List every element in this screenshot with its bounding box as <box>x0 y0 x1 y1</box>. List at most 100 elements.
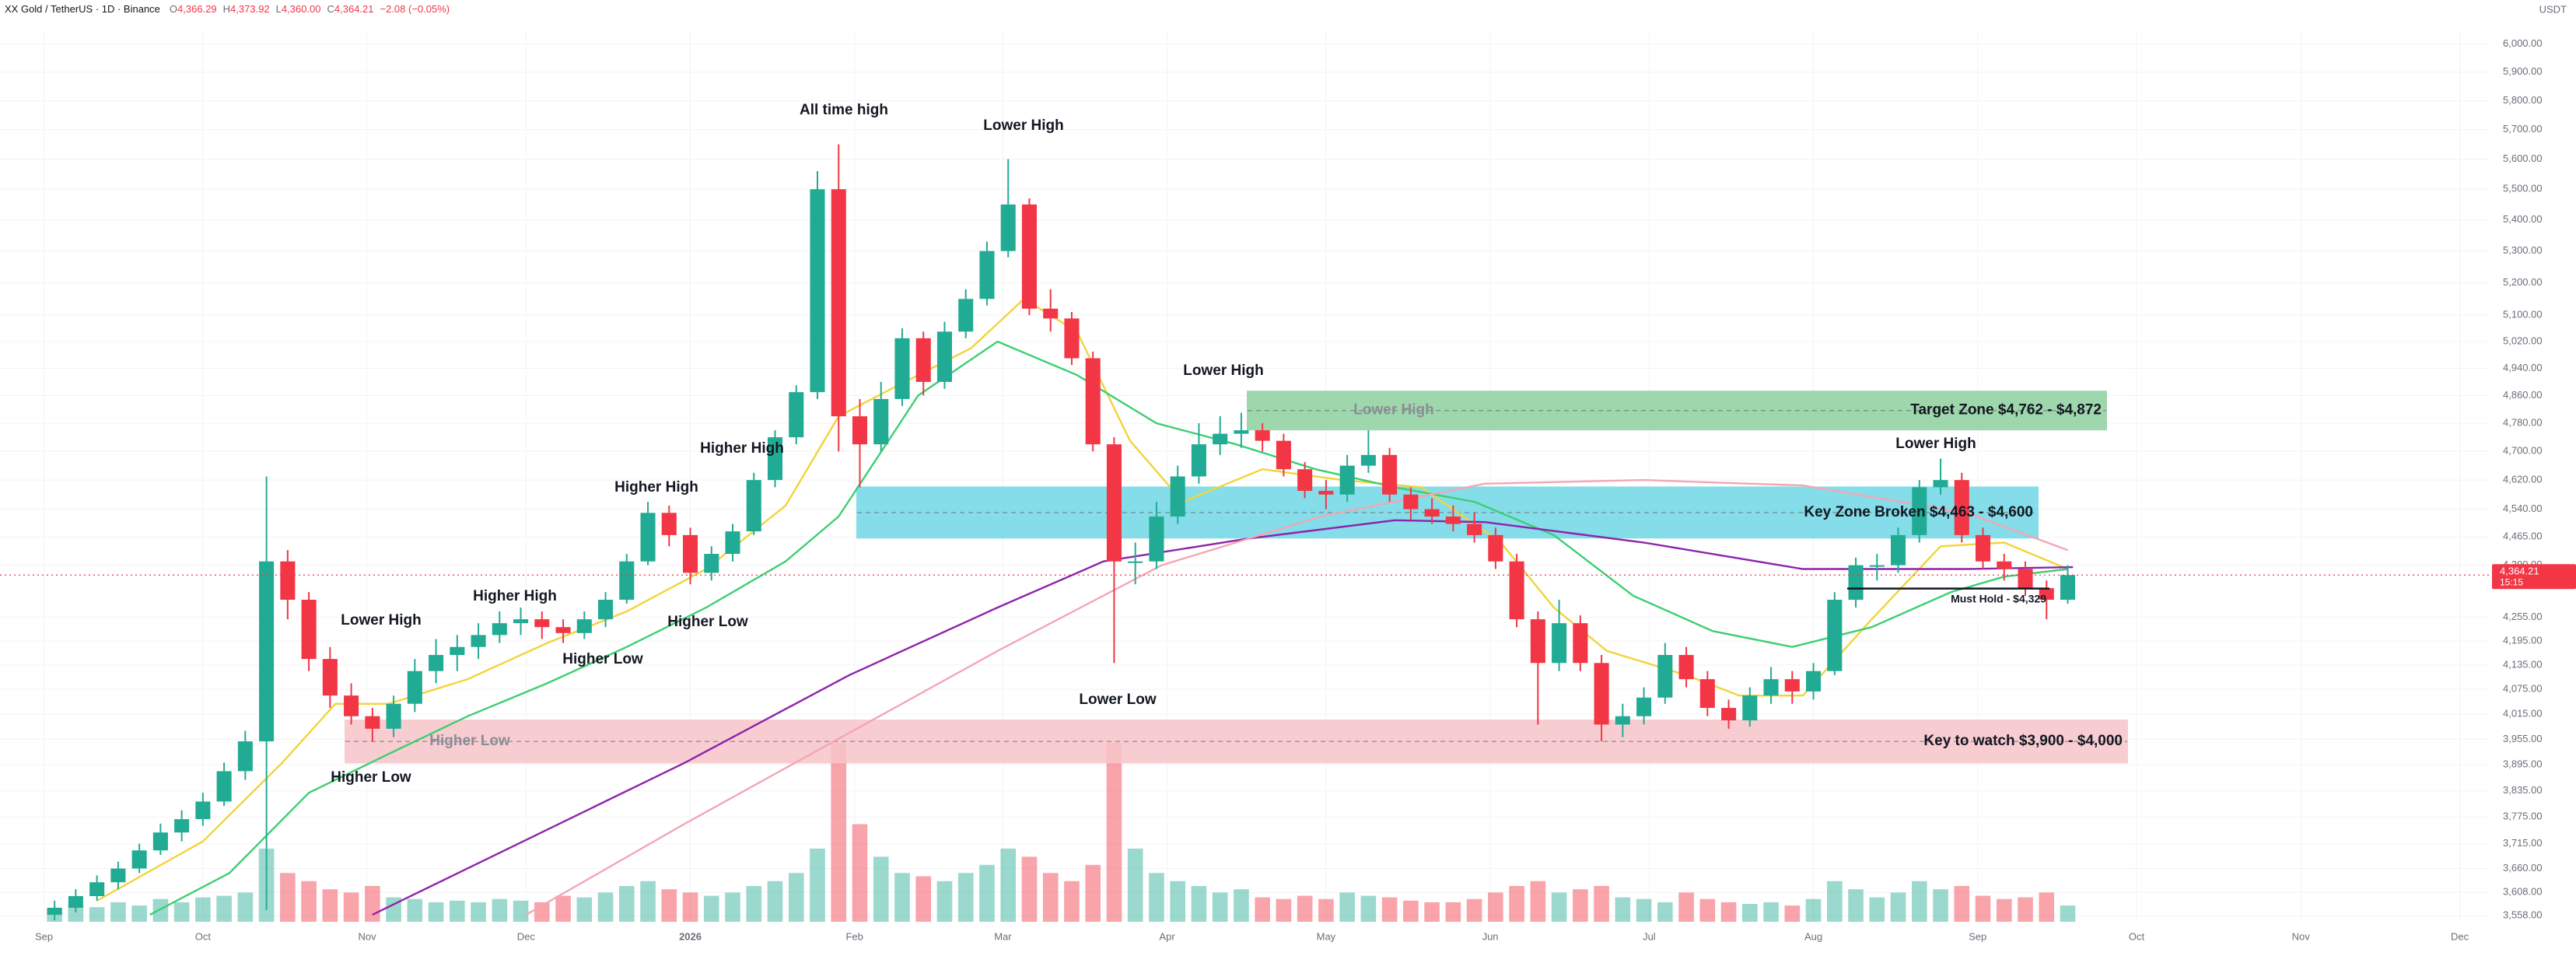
candle-body <box>365 716 380 729</box>
volume-bar <box>1826 881 1843 922</box>
candle-body <box>831 189 846 417</box>
volume-bar <box>173 902 190 922</box>
candle-body <box>386 703 401 729</box>
annotation: Higher Low <box>667 614 748 630</box>
candle-body <box>344 695 359 716</box>
volume-bar <box>1636 898 1652 922</box>
y-tick-label: 4,195.00 <box>2503 634 2543 646</box>
change: −2.08 (−0.05%) <box>380 3 450 15</box>
candle-body <box>1064 318 1080 359</box>
x-tick-label: Dec <box>517 930 536 942</box>
y-tick-label: 5,200.00 <box>2503 276 2543 288</box>
volume-bar <box>597 892 614 922</box>
y-tick-label: 4,620.00 <box>2503 474 2543 485</box>
y-tick-label: 5,600.00 <box>2503 152 2543 164</box>
candle-body <box>1763 679 1779 696</box>
x-tick-label: 2026 <box>679 930 702 942</box>
volume-bar <box>1000 848 1017 922</box>
x-tick-label: Mar <box>994 930 1012 942</box>
zone-label: Target Zone $4,762 - $4,872 <box>1910 402 2102 418</box>
candle-body <box>1170 476 1185 517</box>
volume-bar <box>2018 897 2033 922</box>
candle-body <box>915 338 931 382</box>
candle-body <box>1360 454 1376 466</box>
x-tick-label: Nov <box>358 930 376 942</box>
volume-bar <box>1021 856 1038 922</box>
volume-bar <box>915 876 932 922</box>
volume-bar <box>1339 892 1355 922</box>
volume-bar <box>1784 905 1801 922</box>
text-layer: 6,000.00 5,900.00 5,800.00 5,700.00 5,600.00… <box>35 37 2576 942</box>
candle-body <box>1806 671 1822 692</box>
y-tick-label: 4,015.00 <box>2503 707 2543 719</box>
volume-bar <box>1530 881 1546 922</box>
annotation: Lower Low <box>1079 692 1156 708</box>
zone-layer <box>345 390 2128 764</box>
ohlc-value: 4,364.21 <box>334 3 374 15</box>
candle-body <box>682 534 698 573</box>
candle-body <box>873 398 889 445</box>
volume-bar <box>152 898 169 922</box>
volume-bar <box>682 892 698 922</box>
candle-body <box>661 513 677 535</box>
y-tick-label: 3,895.00 <box>2503 758 2543 770</box>
y-tick-label: 4,465.00 <box>2503 531 2543 542</box>
volume-bar <box>1996 898 2012 922</box>
volume-bar <box>195 897 211 922</box>
candle-body <box>1382 454 1398 495</box>
volume-bar <box>1890 892 1906 922</box>
candle-body <box>767 437 783 481</box>
candle-body <box>1043 308 1059 319</box>
y-tick-label: 5,800.00 <box>2503 94 2543 106</box>
candle-body <box>725 531 740 555</box>
volume-bar <box>936 881 953 922</box>
y-tick-label: 5,020.00 <box>2503 335 2543 347</box>
volume-bar <box>1191 886 1207 922</box>
y-tick-label: 3,660.00 <box>2503 862 2543 874</box>
y-tick-label: 5,300.00 <box>2503 244 2543 256</box>
candle-body <box>1657 654 1673 698</box>
y-tick-label: 4,255.00 <box>2503 611 2543 622</box>
volume-bar <box>852 824 868 922</box>
volume-bar <box>280 873 296 922</box>
volume-bar <box>1911 881 1927 922</box>
volume-bar <box>1042 873 1059 922</box>
ohlc-value: 4,360.00 <box>282 3 321 15</box>
volume-bar <box>1297 895 1313 922</box>
volume-bar <box>1573 889 1588 922</box>
candle-body <box>534 619 550 628</box>
volume-bar <box>1360 895 1377 922</box>
candle-body <box>958 299 974 332</box>
candle-body <box>576 619 592 633</box>
volume-bar <box>68 905 84 922</box>
y-tick-label: 4,075.00 <box>2503 683 2543 695</box>
annotation: Lower High <box>341 612 421 629</box>
zone-label: Key Zone Broken $4,463 - $4,600 <box>1804 504 2033 520</box>
y-tick-label: 5,500.00 <box>2503 183 2543 194</box>
candle-body <box>1424 509 1440 517</box>
y-tick-label: 5,100.00 <box>2503 309 2543 320</box>
volume-bar <box>492 898 508 922</box>
candle-body <box>131 850 147 869</box>
volume-bar <box>1212 892 1228 922</box>
volume-bar <box>1466 898 1482 922</box>
ohlc-key: O <box>170 3 177 15</box>
zone-inner-label: Lower High <box>1353 402 1433 418</box>
y-tick-label: 3,775.00 <box>2503 811 2543 822</box>
volume-bar <box>1276 898 1292 922</box>
candle-body <box>1021 204 1037 309</box>
volume-bar <box>979 864 995 922</box>
candle-body <box>1721 708 1737 721</box>
candle-body <box>1699 679 1715 709</box>
y-tick-label: 5,400.00 <box>2503 213 2543 225</box>
volume-bar <box>640 881 656 922</box>
y-tick-label: 3,558.00 <box>2503 909 2543 921</box>
candle-body <box>513 619 529 624</box>
candle-body <box>47 907 62 915</box>
y-tick-label: 4,860.00 <box>2503 389 2543 401</box>
volume-bar <box>1234 889 1249 922</box>
candle-body <box>2039 588 2054 601</box>
candle-body <box>852 416 868 445</box>
candle-body <box>1573 623 1588 664</box>
